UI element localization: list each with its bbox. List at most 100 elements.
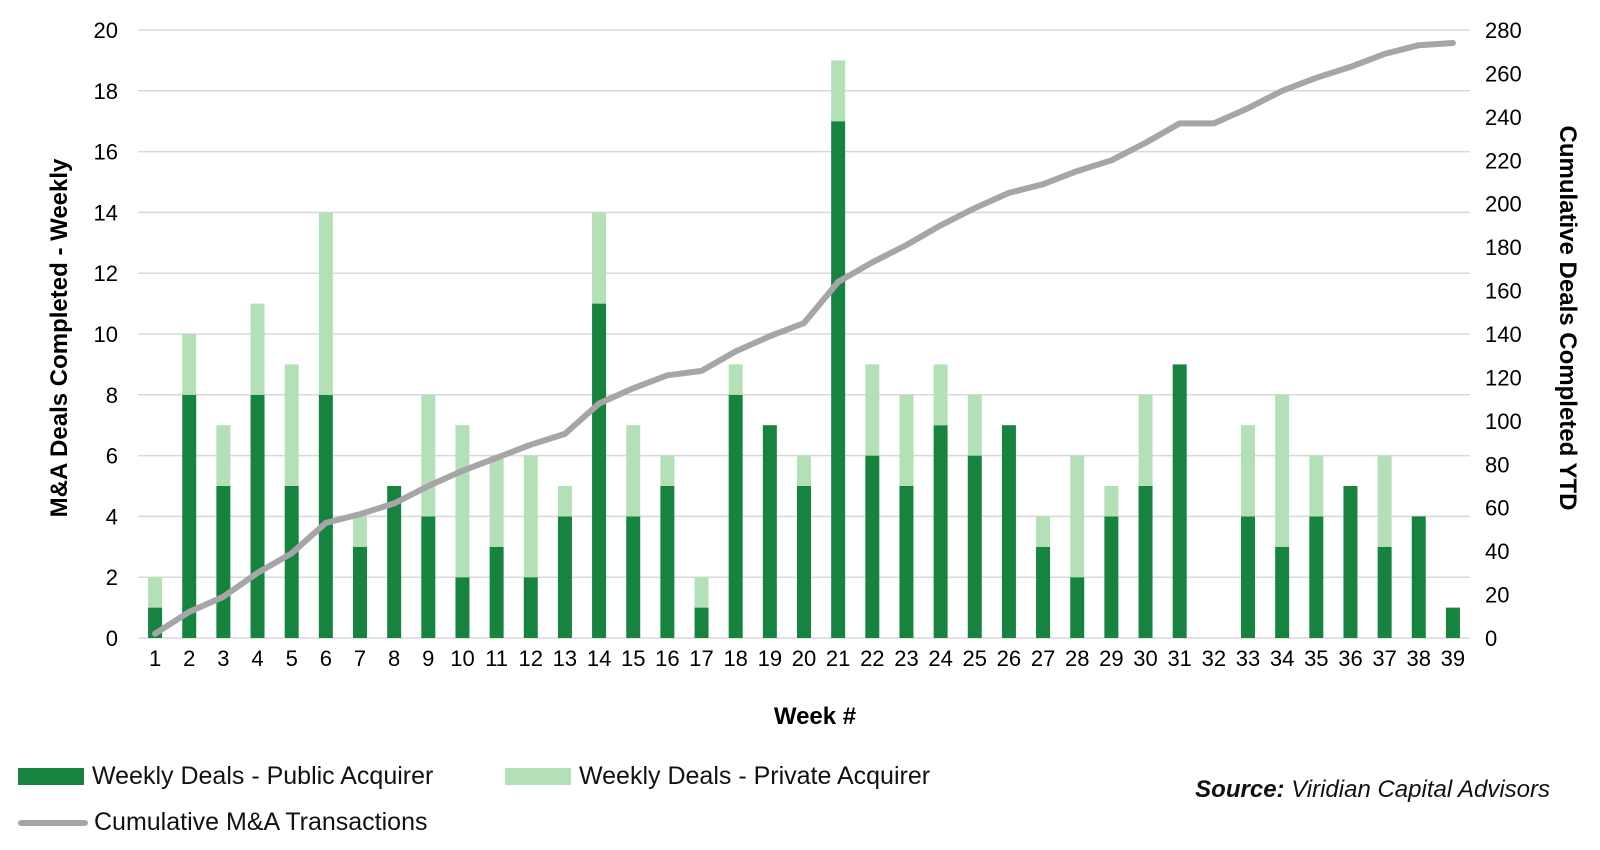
x-tick-label: 21	[826, 646, 850, 671]
bar-private-week-13	[557, 486, 572, 517]
bar-public-week-2	[182, 394, 197, 638]
y2-tick-label: 260	[1485, 61, 1522, 86]
y2-tick-label: 200	[1485, 192, 1522, 217]
bar-private-week-17	[694, 577, 709, 608]
x-tick-label: 15	[621, 646, 645, 671]
bar-private-week-1	[148, 577, 163, 608]
y-tick-label: 4	[106, 504, 118, 529]
bar-private-week-37	[1377, 455, 1392, 547]
x-tick-label: 22	[860, 646, 884, 671]
x-tick-label: 35	[1304, 646, 1328, 671]
bar-private-week-20	[797, 455, 811, 486]
x-tick-label: 28	[1065, 646, 1089, 671]
legend-swatch-private	[505, 768, 571, 785]
bar-private-week-6	[318, 212, 333, 395]
x-tick-label: 19	[758, 646, 782, 671]
y2-axis-title: Cumulative Deals Completed YTD	[1554, 126, 1581, 511]
bar-private-week-22	[865, 364, 880, 456]
y2-tick-label: 220	[1485, 148, 1522, 173]
bar-private-week-21	[831, 60, 846, 122]
bar-public-week-36	[1343, 486, 1358, 638]
bar-public-week-17	[694, 607, 709, 638]
bar-public-week-39	[1445, 607, 1460, 638]
bar-public-week-30	[1138, 486, 1153, 638]
x-tick-label: 6	[320, 646, 332, 671]
x-tick-label: 9	[422, 646, 434, 671]
bar-public-week-16	[660, 486, 675, 638]
bar-public-week-23	[899, 486, 914, 638]
y-tick-label: 8	[106, 383, 118, 408]
bar-private-week-9	[421, 394, 436, 517]
x-tick-label: 2	[183, 646, 195, 671]
bar-public-week-29	[1104, 516, 1119, 638]
y2-tick-label: 20	[1485, 583, 1509, 608]
bar-public-week-6	[318, 394, 333, 638]
y2-axis-ticks: 0 20 40 60 80 100 120 140 160 180 200 220 240 260 280	[1485, 18, 1522, 651]
bar-private-week-28	[1070, 455, 1085, 578]
x-tick-label: 7	[354, 646, 366, 671]
x-tick-label: 36	[1338, 646, 1362, 671]
x-tick-label: 30	[1133, 646, 1157, 671]
y2-tick-label: 280	[1485, 18, 1522, 43]
x-tick-label: 24	[928, 646, 952, 671]
bars	[148, 60, 1460, 638]
bar-private-week-30	[1138, 394, 1153, 486]
bar-private-week-27	[1036, 516, 1051, 547]
bar-public-week-24	[933, 425, 948, 638]
bar-public-week-7	[353, 546, 367, 638]
x-tick-label: 5	[286, 646, 298, 671]
legend-label-public: Weekly Deals - Public Acquirer	[92, 762, 434, 790]
x-tick-label: 3	[217, 646, 229, 671]
y2-tick-label: 100	[1485, 409, 1522, 434]
legend-swatch-cumulative	[18, 819, 88, 826]
x-tick-label: 26	[997, 646, 1021, 671]
y-tick-label: 14	[94, 200, 118, 225]
bar-private-week-12	[523, 455, 538, 578]
legend-item-public: Weekly Deals - Public Acquirer	[18, 762, 433, 791]
bar-private-week-16	[660, 455, 675, 486]
x-tick-label: 14	[587, 646, 611, 671]
y2-tick-label: 240	[1485, 105, 1522, 130]
x-tick-label: 29	[1099, 646, 1123, 671]
y2-tick-label: 160	[1485, 279, 1522, 304]
bar-public-week-25	[967, 455, 982, 638]
bar-private-week-34	[1275, 394, 1290, 547]
source-label: Source:	[1195, 776, 1285, 803]
bar-private-week-7	[353, 516, 367, 547]
bar-private-week-10	[455, 425, 470, 578]
bar-private-week-23	[899, 394, 914, 486]
x-tick-label: 25	[963, 646, 987, 671]
y2-tick-label: 60	[1485, 496, 1509, 521]
bar-public-week-10	[455, 577, 470, 638]
legend-item-private: Weekly Deals - Private Acquirer	[505, 762, 930, 791]
bar-public-week-18	[728, 394, 743, 638]
bar-private-week-18	[728, 364, 743, 395]
bar-public-week-35	[1309, 516, 1324, 638]
bar-private-week-29	[1104, 486, 1119, 517]
legend-item-cumulative: Cumulative M&A Transactions	[18, 808, 427, 837]
x-tick-label: 20	[792, 646, 816, 671]
bar-public-week-21	[831, 121, 846, 638]
x-tick-label: 12	[519, 646, 543, 671]
x-tick-label: 13	[553, 646, 577, 671]
cumulative-line	[152, 40, 1456, 637]
x-tick-label: 10	[450, 646, 474, 671]
x-tick-label: 34	[1270, 646, 1294, 671]
y2-tick-label: 80	[1485, 452, 1509, 477]
y-axis-ticks: 0 2 4 6 8 10 12 14 16 18 20	[94, 18, 118, 651]
bar-public-week-5	[284, 486, 299, 638]
bar-private-week-14	[592, 212, 607, 304]
bar-public-week-3	[216, 486, 231, 638]
y-tick-label: 10	[94, 322, 118, 347]
x-tick-label: 23	[894, 646, 918, 671]
source-note: Source: Viridian Capital Advisors	[1195, 776, 1550, 804]
x-tick-label: 18	[723, 646, 747, 671]
bar-private-week-2	[182, 334, 197, 395]
x-tick-label: 37	[1372, 646, 1396, 671]
bar-private-week-35	[1309, 455, 1324, 517]
x-tick-label: 11	[485, 646, 508, 671]
bar-private-week-5	[284, 364, 299, 486]
bar-public-week-15	[626, 516, 641, 638]
y-axis-title: M&A Deals Completed - Weekly	[46, 158, 73, 517]
